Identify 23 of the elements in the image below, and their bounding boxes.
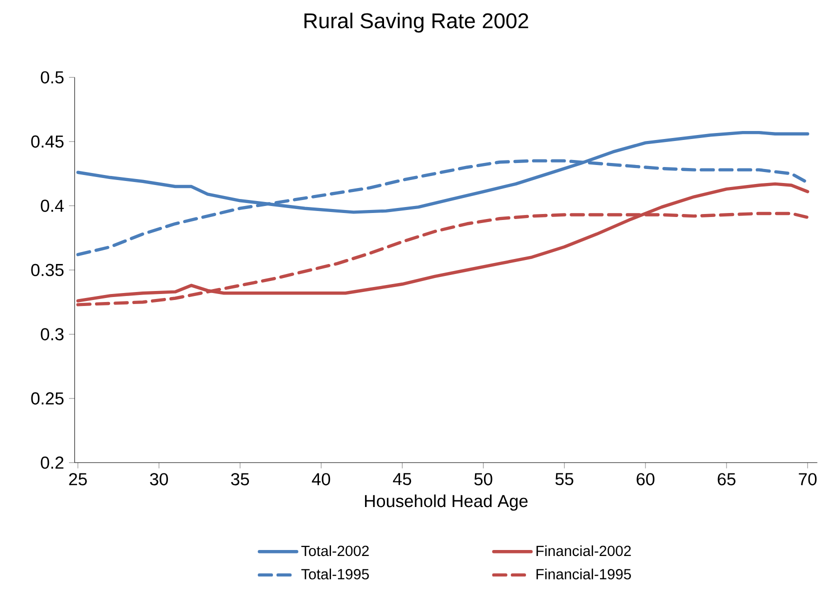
y-tick-label: 0.3	[40, 328, 64, 340]
x-tick-label: 55	[555, 473, 574, 486]
x-tick-label: 35	[231, 473, 249, 486]
legend-label: Financial-2002	[536, 545, 631, 556]
y-tick-label: 0.45	[31, 135, 64, 148]
x-axis-title: Household Head Age	[365, 494, 528, 511]
y-tick-label: 0.5	[40, 71, 64, 84]
x-tick-label: 65	[718, 473, 736, 486]
x-tick-label: 30	[150, 473, 168, 486]
legend-label: Total-2002	[301, 545, 369, 556]
y-tick-label: 0.2	[40, 456, 64, 469]
x-tick-label: 50	[474, 473, 492, 486]
x-tick-label: 60	[636, 473, 654, 486]
y-tick-label: 0.35	[31, 264, 64, 276]
chart-title: Rural Saving Rate 2002	[304, 12, 528, 33]
x-tick-label: 70	[798, 473, 817, 486]
legend-label: Total-1995	[301, 568, 369, 580]
legend-label: Financial-1995	[536, 568, 631, 580]
y-tick-label: 0.25	[31, 392, 64, 405]
x-tick-label: 25	[69, 473, 87, 486]
x-tick-label: 45	[392, 473, 412, 486]
y-tick-label: 0.4	[40, 200, 64, 212]
x-tick-label: 40	[312, 473, 330, 486]
